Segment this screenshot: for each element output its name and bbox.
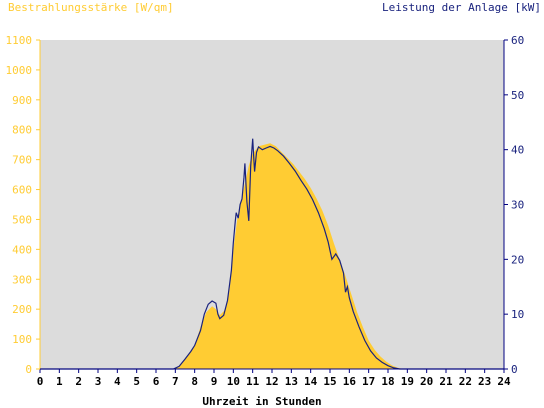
x-tick-label: 9 [211,375,218,388]
x-tick-label: 3 [95,375,102,388]
x-tick-label: 10 [227,375,240,388]
x-tick-label: 5 [133,375,140,388]
y-left-tick-label: 1000 [6,64,33,77]
x-tick-label: 0 [37,375,44,388]
x-tick-label: 22 [459,375,472,388]
x-tick-label: 18 [381,375,394,388]
x-tick-label: 11 [246,375,260,388]
x-tick-label: 7 [172,375,179,388]
y-right-tick-label: 10 [511,308,524,321]
x-tick-label: 8 [191,375,198,388]
y-left-tick-label: 300 [12,273,32,286]
left-axis-title: Bestrahlungsstärke [W/qm] [8,1,174,14]
x-tick-label: 2 [75,375,82,388]
y-right-tick-label: 50 [511,89,524,102]
x-tick-label: 1 [56,375,63,388]
irradiance-area [40,143,504,369]
x-tick-label: 20 [420,375,433,388]
right-axis-title: Leistung der Anlage [kW] [382,1,541,14]
x-tick-label: 4 [114,375,121,388]
y-right-tick-label: 60 [511,34,524,47]
power-line-layer [40,138,504,370]
y-left-tick-label: 700 [12,154,32,167]
y-right-tick-label: 20 [511,253,524,266]
x-tick-label: 16 [343,375,357,388]
y-left-tick-label: 100 [12,333,32,346]
x-tick-label: 24 [497,375,511,388]
x-tick-label: 6 [153,375,160,388]
y-right-tick-label: 0 [511,363,518,376]
x-axis-title: Uhrzeit in Stunden [202,395,321,408]
y-left-tick-label: 200 [12,303,32,316]
y-left-tick-label: 600 [12,184,32,197]
axes [36,39,508,373]
y-left-tick-label: 0 [25,363,32,376]
x-tick-label: 21 [439,375,453,388]
y-left-tick-label: 400 [12,243,32,256]
power-line [40,138,504,370]
x-tick-label: 17 [362,375,375,388]
y-left-tick-label: 800 [12,124,32,137]
y-left-tick-label: 500 [12,213,32,226]
y-left-tick-label: 1100 [6,34,33,47]
y-left-tick-label: 900 [12,94,32,107]
x-tick-label: 15 [323,375,336,388]
x-tick-label: 13 [285,375,298,388]
x-tick-label: 14 [304,375,318,388]
tick-labels: 0 1 2 3 4 5 6 7 8 9 10 11 12 13 14 15 16 17 18 19 20 21 22 23 24… [6,34,525,388]
y-right-tick-label: 40 [511,144,524,157]
x-tick-label: 23 [478,375,491,388]
x-tick-label: 12 [265,375,278,388]
x-tick-label: 19 [401,375,414,388]
irradiance-area-layer [40,143,504,369]
y-right-tick-label: 30 [511,199,524,212]
